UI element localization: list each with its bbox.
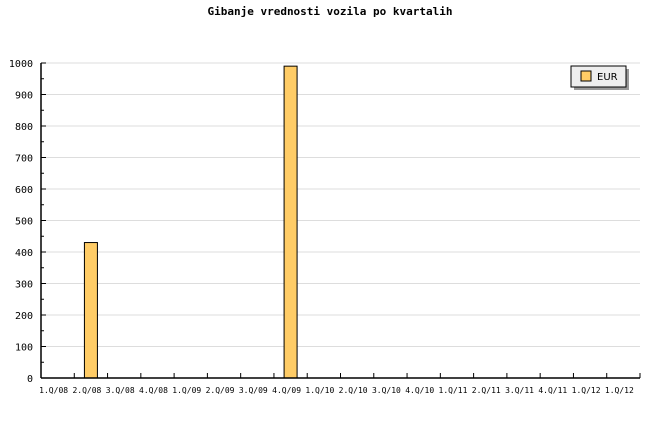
x-tick-label: 2.Q/11 <box>472 386 501 395</box>
bar-4.Q/09 <box>283 65 298 379</box>
x-tick-label: 4.Q/10 <box>405 386 434 395</box>
x-tick-label: 1.Q/12 <box>605 386 634 395</box>
y-tick-label: 600 <box>15 185 33 196</box>
legend-swatch <box>580 70 592 82</box>
x-tick-label: 2.Q/10 <box>339 386 368 395</box>
x-tick-label: 1.Q/09 <box>172 386 201 395</box>
y-tick-label: 400 <box>15 248 33 259</box>
x-tick-label: 3.Q/11 <box>505 386 534 395</box>
x-tick-label: 4.Q/08 <box>139 386 168 395</box>
x-tick-label: 1.Q/11 <box>439 386 468 395</box>
x-tick-label: 2.Q/08 <box>72 386 101 395</box>
x-tick-label: 1.Q/08 <box>39 386 68 395</box>
x-tick-label: 1.Q/12 <box>572 386 601 395</box>
y-tick-label: 700 <box>15 154 33 165</box>
x-tick-label: 1.Q/10 <box>305 386 334 395</box>
x-tick-label: 3.Q/10 <box>372 386 401 395</box>
chart-title: Gibanje vrednosti vozila po kvartalih <box>207 5 452 18</box>
y-tick-label: 200 <box>15 311 33 322</box>
y-tick-label: 100 <box>15 343 33 354</box>
y-tick-label: 1000 <box>9 59 33 70</box>
x-tick-label: 2.Q/09 <box>206 386 235 395</box>
x-tick-label: 3.Q/09 <box>239 386 268 395</box>
legend: EUR <box>570 65 629 90</box>
y-tick-label: 800 <box>15 122 33 133</box>
y-tick-label: 0 <box>27 374 33 385</box>
y-tick-label: 300 <box>15 280 33 291</box>
x-tick-label: 4.Q/09 <box>272 386 301 395</box>
bars <box>83 65 298 379</box>
y-tick-label: 500 <box>15 217 33 228</box>
bar-2.Q/08 <box>83 242 98 379</box>
y-tick-label: 900 <box>15 91 33 102</box>
axes: 0 100 200 300 400 500 600 700 800 900 1000 1.Q/08 2.… <box>9 59 641 395</box>
x-tick-label: 3.Q/08 <box>106 386 135 395</box>
grid <box>41 62 640 347</box>
x-tick-label: 4.Q/11 <box>538 386 567 395</box>
legend-label: EUR <box>597 72 618 83</box>
